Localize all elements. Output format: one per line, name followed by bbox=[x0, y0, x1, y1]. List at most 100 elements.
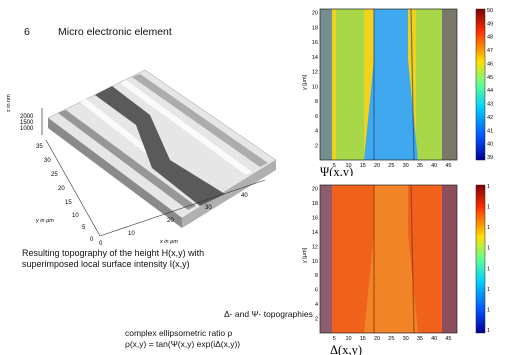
y-tick: 14 bbox=[312, 55, 318, 61]
y-tick: 10 bbox=[312, 259, 318, 265]
delta-colorbar bbox=[475, 184, 486, 334]
topography-track-right bbox=[120, 80, 252, 175]
psi-right-strip bbox=[442, 9, 457, 160]
y-tick: 12 bbox=[312, 70, 318, 76]
psi-channel bbox=[364, 9, 418, 160]
topography-left-edge-stripe bbox=[58, 110, 196, 210]
delta-right-strip bbox=[442, 185, 457, 333]
x-tick: 30 bbox=[205, 205, 212, 211]
topography-channel bbox=[95, 86, 225, 206]
x-axis-line bbox=[99, 179, 266, 237]
caption-line: Resulting topography of the height H(x,y… bbox=[22, 248, 205, 258]
y-tick: 35 bbox=[36, 144, 43, 150]
colorbar-tick: 1 bbox=[487, 184, 490, 190]
y-tick: 4 bbox=[315, 302, 318, 308]
y-tick: 20 bbox=[312, 11, 318, 17]
y-tick: 18 bbox=[312, 201, 318, 207]
psi-right-band bbox=[416, 9, 442, 160]
colorbar-tick: 1 bbox=[487, 266, 490, 272]
psi-track-right bbox=[410, 8, 415, 161]
y-tick: 5 bbox=[82, 225, 86, 231]
x-tick: 30 bbox=[403, 163, 409, 169]
z-tick: 1000 bbox=[20, 126, 34, 132]
colorbar-tick: 43 bbox=[487, 102, 493, 108]
y-tick: 16 bbox=[312, 40, 318, 46]
y-tick: 8 bbox=[315, 273, 318, 279]
x-tick: 45 bbox=[445, 163, 451, 169]
delta-label: Δ(x,y) bbox=[330, 343, 362, 355]
x-tick: 10 bbox=[345, 336, 351, 342]
x-tick: 35 bbox=[417, 163, 423, 169]
colorbar-tick: 45 bbox=[487, 75, 493, 81]
colorbar-tick: 1 bbox=[487, 287, 490, 293]
colorbar-tick: 47 bbox=[487, 48, 493, 54]
delta-left-strip bbox=[320, 185, 332, 333]
delta-map: y [µm] 5 10 15 20 25 30 35 40 45 2 4 6 8 10 12 14 16 18 20… bbox=[302, 184, 490, 355]
y-tick: 10 bbox=[312, 84, 318, 90]
y-tick: 15 bbox=[65, 200, 72, 206]
topography-side-face bbox=[182, 160, 276, 228]
delta-y-axis-label: y [µm] bbox=[302, 247, 308, 263]
colorbar-tick: 40 bbox=[487, 142, 493, 148]
x-tick: 20 bbox=[374, 163, 380, 169]
colorbar-tick: 44 bbox=[487, 88, 493, 94]
x-tick: 10 bbox=[128, 231, 135, 237]
y-tick: 2 bbox=[315, 317, 318, 323]
topography-right-edge-stripe bbox=[132, 74, 268, 167]
psi-colorbar bbox=[475, 8, 486, 161]
ratio-line: ρ(x,y) = tan(Ψ(x,y) exp(iΔ(x,y)) bbox=[125, 339, 241, 349]
ellipsometric-ratio: complex ellipsometric ratio ρ ρ(x,y) = t… bbox=[125, 328, 240, 350]
colorbar-tick: 1 bbox=[487, 307, 490, 313]
x-tick: 15 bbox=[360, 163, 366, 169]
y-axis-label: y in µm bbox=[35, 218, 54, 224]
psi-left-strip bbox=[320, 9, 332, 160]
colorbar-tick: 49 bbox=[487, 21, 493, 27]
y-tick: 2 bbox=[315, 143, 318, 149]
section-number: 6 bbox=[24, 26, 30, 38]
x-tick: 45 bbox=[445, 336, 451, 342]
x-tick: 25 bbox=[388, 163, 394, 169]
x-tick: 0 bbox=[99, 241, 103, 247]
psi-map: y [µm] 5 10 15 20 25 30 35 40 45 2 46 8 10 12 14 16 18 20… bbox=[302, 8, 493, 176]
colorbar-tick: 1 bbox=[487, 246, 490, 252]
topographies-title: Δ- and Ψ- topographies bbox=[224, 309, 313, 319]
x-axis-label: x in µm bbox=[159, 239, 178, 245]
y-axis-line bbox=[45, 139, 101, 237]
x-tick: 20 bbox=[167, 218, 174, 224]
x-tick: 40 bbox=[431, 336, 437, 342]
topography-front-face bbox=[48, 118, 182, 228]
psi-left-band bbox=[336, 9, 364, 160]
caption-line: superimposed local surface intensity I(x… bbox=[22, 259, 190, 269]
section-title: Micro electronic element bbox=[58, 26, 172, 38]
x-tick: 25 bbox=[388, 336, 394, 342]
y-tick: 14 bbox=[312, 230, 318, 236]
colorbar-tick: 39 bbox=[487, 155, 493, 161]
x-tick: 5 bbox=[333, 336, 336, 342]
colorbar-tick: 1 bbox=[487, 328, 490, 334]
y-tick: 10 bbox=[72, 213, 79, 219]
psi-y-axis-label: y [µm] bbox=[302, 74, 308, 90]
topography-3d-plot: 2000 1500 1000 z in nm 35 30 25 20 15 10… bbox=[6, 69, 277, 247]
colorbar-tick: 46 bbox=[487, 61, 493, 67]
colorbar-tick: 41 bbox=[487, 128, 493, 134]
y-tick: 18 bbox=[312, 25, 318, 31]
delta-track-right bbox=[410, 184, 415, 334]
y-tick: 12 bbox=[312, 244, 318, 250]
x-tick: 5 bbox=[333, 163, 336, 169]
delta-channel bbox=[364, 185, 418, 333]
y-tick: 6 bbox=[315, 114, 318, 120]
x-tick: 40 bbox=[431, 163, 437, 169]
colorbar-tick: 48 bbox=[487, 35, 493, 41]
x-tick: 10 bbox=[345, 163, 351, 169]
y-tick: 20 bbox=[58, 186, 65, 192]
z-tick: 1500 bbox=[20, 120, 34, 126]
colorbar-tick: 1 bbox=[487, 225, 490, 231]
y-tick: 30 bbox=[44, 158, 51, 164]
y-tick: 6 bbox=[315, 288, 318, 294]
psi-frame bbox=[319, 8, 458, 161]
y-tick: 8 bbox=[315, 99, 318, 105]
colorbar-tick: 1 bbox=[487, 205, 490, 211]
x-tick: 20 bbox=[374, 336, 380, 342]
ratio-line: complex ellipsometric ratio ρ bbox=[125, 328, 233, 338]
topography-caption: Resulting topography of the height H(x,y… bbox=[22, 248, 204, 270]
